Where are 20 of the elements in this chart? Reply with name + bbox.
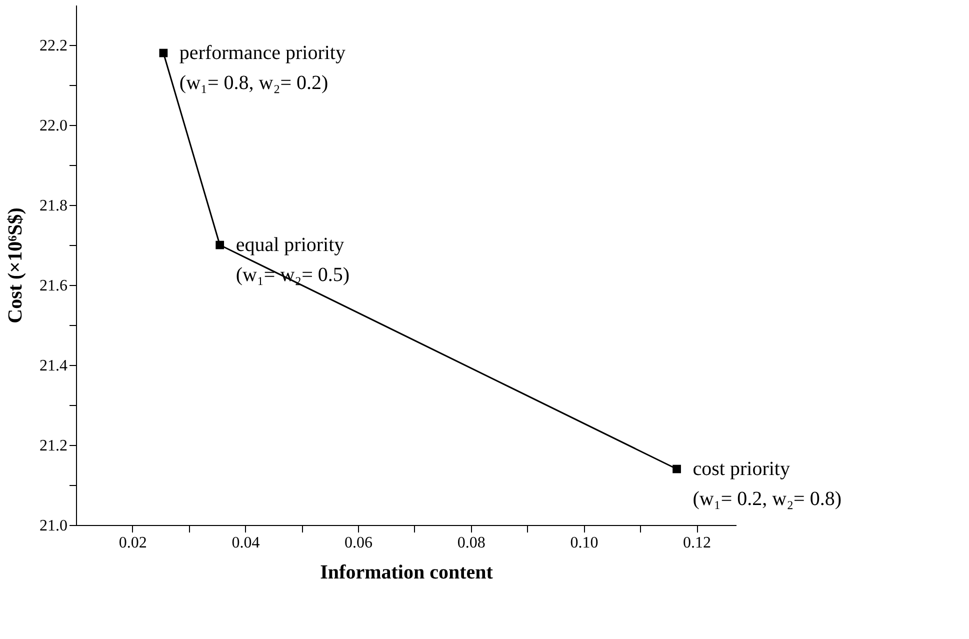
point	[159, 48, 168, 58]
annotation: performance priority (w₁= 0.8, w₂= 0.2)	[179, 42, 346, 94]
x-tick-label: 0.10	[570, 534, 598, 552]
x-tick-label: 0.12	[683, 534, 712, 552]
x-tick-label: 0.06	[344, 534, 373, 552]
y-tick-label: 21.2	[40, 438, 68, 454]
x-tick-label: 0.04	[232, 534, 260, 552]
y-tick-label: 21.4	[40, 358, 68, 374]
y-tick-label: 21.0	[40, 518, 68, 534]
x-tick-label: 0.02	[118, 534, 147, 552]
y-tick-label: 22.0	[40, 118, 68, 134]
annotation: cost priority (w₁= 0.2, w₂= 0.8)	[692, 458, 842, 510]
point	[672, 464, 681, 474]
point	[216, 240, 224, 250]
y-tick-label: 22.2	[40, 38, 68, 54]
y-tick-label: 21.6	[40, 278, 68, 294]
x-tick-label: 0.08	[457, 534, 486, 552]
y-tick-label: 21.8	[40, 198, 68, 214]
y-axis-title: Cost (×10⁶S$)	[4, 208, 26, 324]
x-axis-title: Information content	[320, 562, 494, 584]
